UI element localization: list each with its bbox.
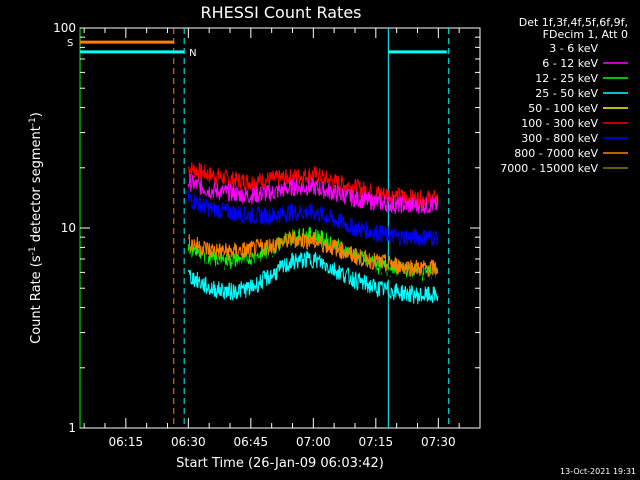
x-tick-label: 07:15 (359, 435, 394, 449)
y-tick-label: 1 (68, 421, 76, 435)
legend-entry-label: 3 - 6 keV (549, 42, 598, 55)
x-tick-label: 06:15 (109, 435, 144, 449)
legend: Det 1f,3f,4f,5f,6f,9f,FDecim 1, Att 03 -… (500, 16, 628, 175)
y-axis-label-sup2: -1 (28, 117, 38, 126)
x-tick-label: 06:45 (234, 435, 269, 449)
legend-entry-label: 12 - 25 keV (535, 72, 598, 85)
legend-header-line: FDecim 1, Att 0 (543, 28, 628, 41)
legend-entry-label: 7000 - 15000 keV (500, 162, 598, 175)
series-line (187, 173, 439, 215)
legend-entry-label: 800 - 7000 keV (514, 147, 598, 160)
y-axis-label-main: Count Rate (s (29, 255, 44, 344)
plot-frame (79, 27, 481, 429)
chart-title: RHESSI Count Rates (201, 3, 362, 22)
y-axis-label-mid: detector segment (29, 126, 44, 246)
timestamp: 13-Oct-2021 19:31 (560, 467, 636, 476)
y-axis-label: Count Rate (s-1 detector segment-1) (28, 112, 44, 344)
flag-label: S (67, 38, 73, 49)
flag-label: N (189, 48, 196, 59)
series-line (187, 161, 439, 209)
legend-entry-label: 25 - 50 keV (535, 87, 598, 100)
x-tick-label: 07:00 (296, 435, 331, 449)
x-axis-ticks: 06:15 06:30 06:45 07:00 07:15 07:30 (83, 28, 481, 449)
y-axis-label-end: ) (29, 112, 44, 117)
series-line (188, 231, 439, 278)
y-axis-ticks: 1 10 100 (53, 21, 480, 435)
legend-entry-label: 50 - 100 keV (528, 102, 598, 115)
x-axis-label: Start Time (26-Jan-09 06:03:42) (176, 456, 384, 471)
x-tick-label: 06:30 (171, 435, 206, 449)
legend-entry-label: 6 - 12 keV (542, 57, 598, 70)
legend-header-line: Det 1f,3f,4f,5f,6f,9f, (519, 16, 628, 29)
x-tick-label: 07:30 (421, 435, 456, 449)
legend-entry-label: 100 - 300 keV (521, 117, 598, 130)
vertical-markers (79, 28, 450, 428)
series-line (187, 250, 439, 305)
data-series (187, 161, 439, 305)
y-tick-label: 100 (53, 21, 76, 35)
y-tick-label: 10 (61, 221, 76, 235)
series-line (187, 190, 439, 247)
attenuator-flags: SN (67, 38, 447, 59)
y-axis-label-sup1: -1 (28, 246, 38, 255)
legend-entry-label: 300 - 800 keV (521, 132, 598, 145)
